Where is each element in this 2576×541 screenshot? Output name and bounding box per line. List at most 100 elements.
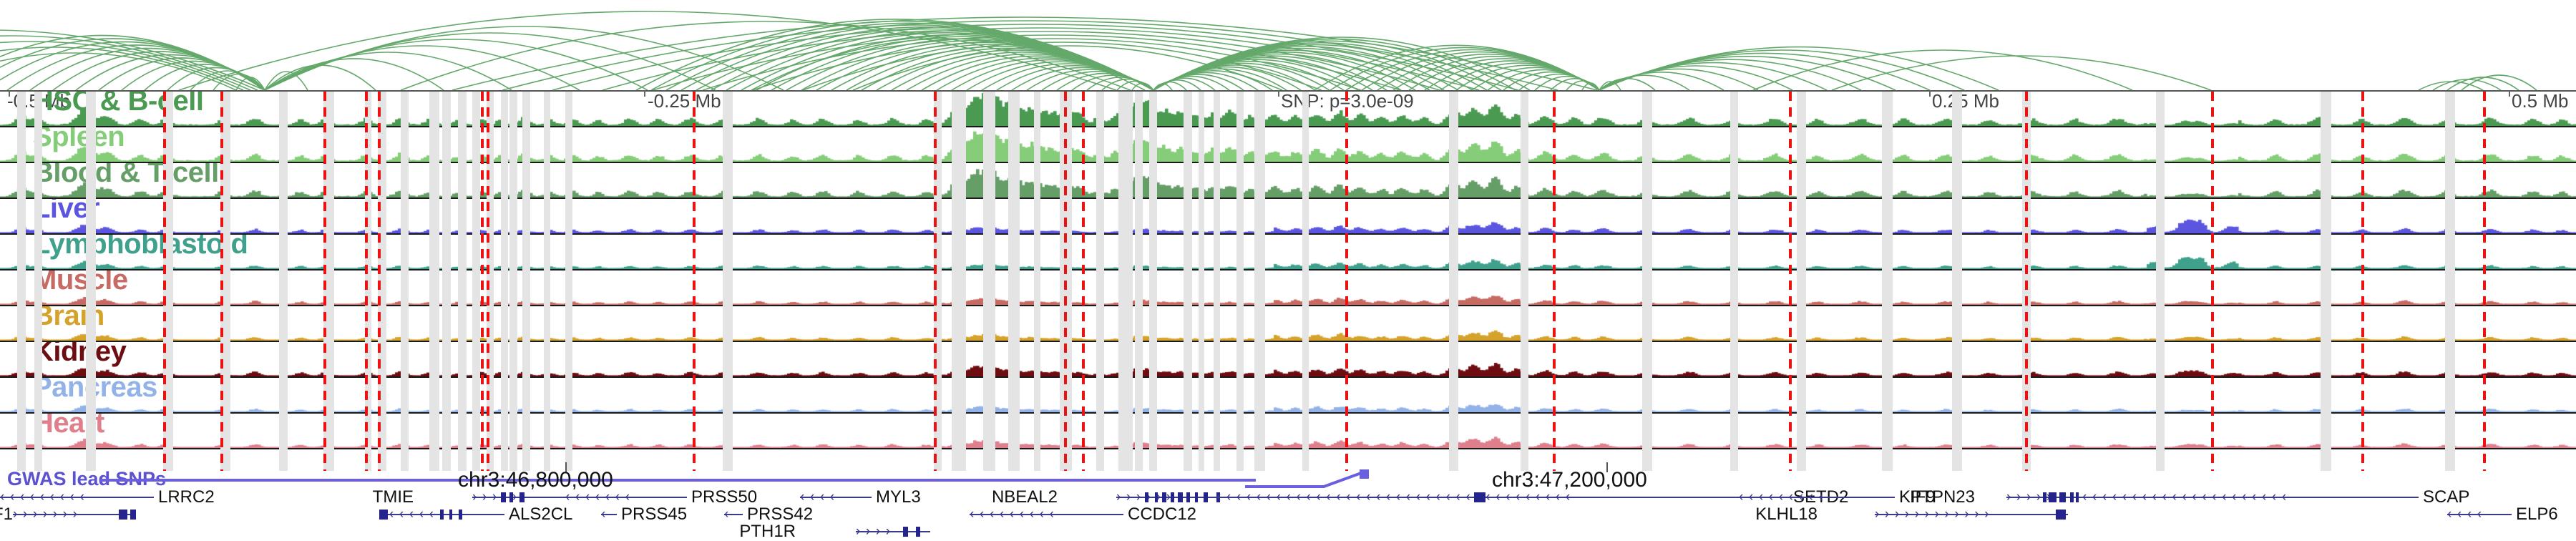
gene-label: PTH1R bbox=[739, 522, 796, 541]
gene-exon bbox=[2059, 492, 2066, 502]
gene-tdgf1[interactable]: › › › › › › ›TDGF1 bbox=[0, 506, 2576, 523]
gene-elp6[interactable]: ‹ ‹ ‹ ‹ ELP6 bbox=[0, 505, 2576, 524]
gene-label: ALS2CL bbox=[509, 505, 573, 524]
interaction-arc bbox=[0, 29, 265, 91]
gene-exon bbox=[459, 510, 462, 520]
gene-label: NBEAL2 bbox=[991, 487, 1058, 507]
gene-ptpn23[interactable]: › › › › › PTPN23 bbox=[0, 487, 2576, 507]
interaction-arc bbox=[1599, 77, 1656, 91]
gene-exon bbox=[1186, 492, 1190, 502]
gwas-connector-line bbox=[100, 479, 1256, 482]
gene-strand-arrows: ‹ ‹ ‹ ‹ ‹ ‹ ‹ ‹ ‹ bbox=[0, 489, 84, 505]
gene-body-line bbox=[0, 497, 154, 498]
track-signal-canvas bbox=[0, 270, 2576, 305]
gene-exon bbox=[509, 492, 513, 502]
gene-pth1r[interactable]: › › › › PTH1R bbox=[0, 522, 2576, 541]
gene-setd2[interactable]: ‹ ‹ ‹ ‹ ‹ ‹ ‹ ‹ ‹ ‹ ‹ ‹ ‹ ‹ ‹ ‹ ‹ ‹ ‹ ‹ … bbox=[0, 489, 2576, 506]
gene-exon bbox=[2043, 492, 2046, 502]
gene-exon bbox=[1195, 492, 1198, 502]
gene-kif9[interactable]: ‹ ‹ ‹ ‹ ‹ ‹ ‹ ‹ ‹ KIF9 bbox=[0, 487, 2576, 507]
gene-strand-arrows: › › › › bbox=[856, 524, 891, 539]
gene-scap[interactable]: ‹ ‹ ‹ ‹ ‹ ‹ ‹ ‹ ‹ ‹ ‹ ‹ ‹ ‹ ‹ ‹ ‹ ‹ ‹ ‹ … bbox=[0, 487, 2576, 507]
gene-exon bbox=[1171, 492, 1174, 502]
signal-track-lymphoblastoid[interactable]: Lymphoblastoid bbox=[0, 235, 2576, 270]
interaction-arc bbox=[0, 34, 265, 91]
gene-tmie[interactable]: › › › › › TMIE bbox=[0, 487, 2576, 507]
gene-body-line bbox=[724, 514, 743, 515]
signal-track-spleen[interactable]: Spleen bbox=[0, 127, 2576, 163]
gwas-lead-snp-row: GWAS lead SNPs chr3:46,800,000 chr3:47,20… bbox=[0, 462, 2576, 492]
interaction-arc bbox=[1831, 55, 2212, 91]
gene-label: KIF9 bbox=[1899, 487, 1936, 507]
gene-myl3[interactable]: ‹ ‹ ‹ ‹ MYL3 bbox=[0, 487, 2576, 507]
track-signal-canvas bbox=[0, 127, 2576, 162]
gene-exon bbox=[2049, 492, 2057, 502]
interaction-arc bbox=[702, 34, 1401, 91]
gene-exon bbox=[501, 492, 506, 502]
interaction-arc bbox=[452, 16, 1598, 91]
track-signal-canvas bbox=[0, 92, 2576, 126]
gene-strand-arrows: › › › › › › › › › › › › bbox=[1875, 507, 1989, 522]
gene-exon bbox=[2076, 492, 2079, 502]
track-signal-canvas bbox=[0, 235, 2576, 269]
interaction-arc bbox=[2432, 79, 2502, 91]
gene-lrrc2[interactable]: ‹ ‹ ‹ ‹ ‹ ‹ ‹ ‹ ‹ LRRC2 bbox=[0, 489, 2576, 506]
signal-track-kidney[interactable]: Kidney bbox=[0, 342, 2576, 378]
coordinate-tick bbox=[1606, 462, 1608, 472]
track-signal-canvas bbox=[0, 163, 2576, 198]
gene-label: SCAP bbox=[2423, 487, 2470, 507]
interaction-arc bbox=[652, 31, 1440, 91]
track-signal-canvas bbox=[0, 199, 2576, 233]
interaction-arc bbox=[852, 45, 1283, 91]
gene-body-line bbox=[2006, 497, 2089, 498]
gene-strand-arrows: ‹ ‹ ‹ ‹ ‹ ‹ ‹ bbox=[565, 489, 630, 505]
signal-track-pancreas[interactable]: Pancreas bbox=[0, 378, 2576, 414]
gene-exon bbox=[1162, 492, 1166, 502]
gene-body-line bbox=[472, 497, 565, 498]
interaction-arc bbox=[602, 27, 1480, 91]
gene-label: MYL3 bbox=[876, 487, 921, 507]
gene-label: PRSS42 bbox=[747, 505, 814, 524]
signal-track-brain[interactable]: Brain bbox=[0, 306, 2576, 342]
gene-label: PRSS50 bbox=[691, 487, 758, 507]
gene-label: ELP6 bbox=[2516, 505, 2558, 524]
gene-label: KLHL18 bbox=[1755, 505, 1818, 524]
gene-annotation-track: › › › › › › ›TDGF1‹ ‹ ‹ ‹ ‹ ‹ ‹ ‹ ‹LRRC2… bbox=[0, 487, 2576, 541]
signal-track-stack: HSC & B-cell Spleen Blood & T-cell Liver Lym… bbox=[0, 92, 2576, 471]
gene-exon bbox=[519, 492, 525, 502]
gene-body-line bbox=[1739, 497, 1895, 498]
interaction-arc bbox=[264, 58, 444, 91]
interaction-arc bbox=[400, 21, 1131, 91]
gene-strand-arrows: ‹ ‹ ‹ ‹ ‹ ‹ ‹ ‹ ‹ ‹ ‹ ‹ ‹ ‹ ‹ ‹ ‹ ‹ ‹ ‹ … bbox=[2082, 489, 2287, 505]
gene-als2cl[interactable]: ‹ ‹ ‹ ‹ ‹ ‹ ‹ ALS2CL bbox=[0, 505, 2576, 524]
signal-track-heart[interactable]: Heart bbox=[0, 414, 2576, 449]
signal-track-hsc-b-cell[interactable]: HSC & B-cell bbox=[0, 92, 2576, 127]
gene-label: PTPN23 bbox=[1910, 487, 1975, 507]
gene-label: TMIE bbox=[372, 487, 414, 507]
signal-track-liver[interactable]: Liver bbox=[0, 199, 2576, 235]
interaction-arc bbox=[178, 11, 1117, 91]
signal-track-muscle[interactable]: Muscle bbox=[0, 270, 2576, 306]
gene-prss45[interactable]: ‹ PRSS45 bbox=[0, 505, 2576, 524]
gene-strand-arrows: › › › › › › › bbox=[13, 507, 77, 522]
gene-exon bbox=[1474, 492, 1485, 502]
track-signal-canvas bbox=[0, 342, 2576, 376]
interaction-arc bbox=[264, 26, 784, 91]
gene-exon bbox=[2070, 492, 2074, 502]
gene-klhl18[interactable]: › › › › › › › › › › › › KLHL18 bbox=[0, 505, 2576, 524]
gene-exon bbox=[440, 510, 444, 520]
interaction-arc bbox=[752, 38, 1362, 91]
gene-label: PRSS45 bbox=[621, 505, 688, 524]
gene-exon bbox=[379, 510, 388, 520]
gene-body-line bbox=[1875, 514, 2068, 515]
gene-exon bbox=[916, 527, 920, 537]
track-signal-canvas bbox=[0, 414, 2576, 448]
gene-prss42[interactable]: ‹ PRSS42 bbox=[0, 505, 2576, 524]
gene-strand-arrows: ‹ bbox=[601, 507, 606, 522]
interaction-arc bbox=[2446, 77, 2519, 91]
axis-ruler bbox=[0, 90, 2576, 92]
gene-prss50[interactable]: ‹ ‹ ‹ ‹ ‹ ‹ ‹ PRSS50 bbox=[0, 487, 2576, 507]
signal-track-blood-t-cell[interactable]: Blood & T-cell bbox=[0, 163, 2576, 199]
gene-ccdc12[interactable]: ‹ ‹ ‹ ‹ ‹ ‹ ‹ ‹ ‹ CCDC12 bbox=[0, 506, 2576, 523]
gene-strand-arrows: ‹ ‹ ‹ ‹ ‹ ‹ ‹ bbox=[379, 507, 444, 522]
